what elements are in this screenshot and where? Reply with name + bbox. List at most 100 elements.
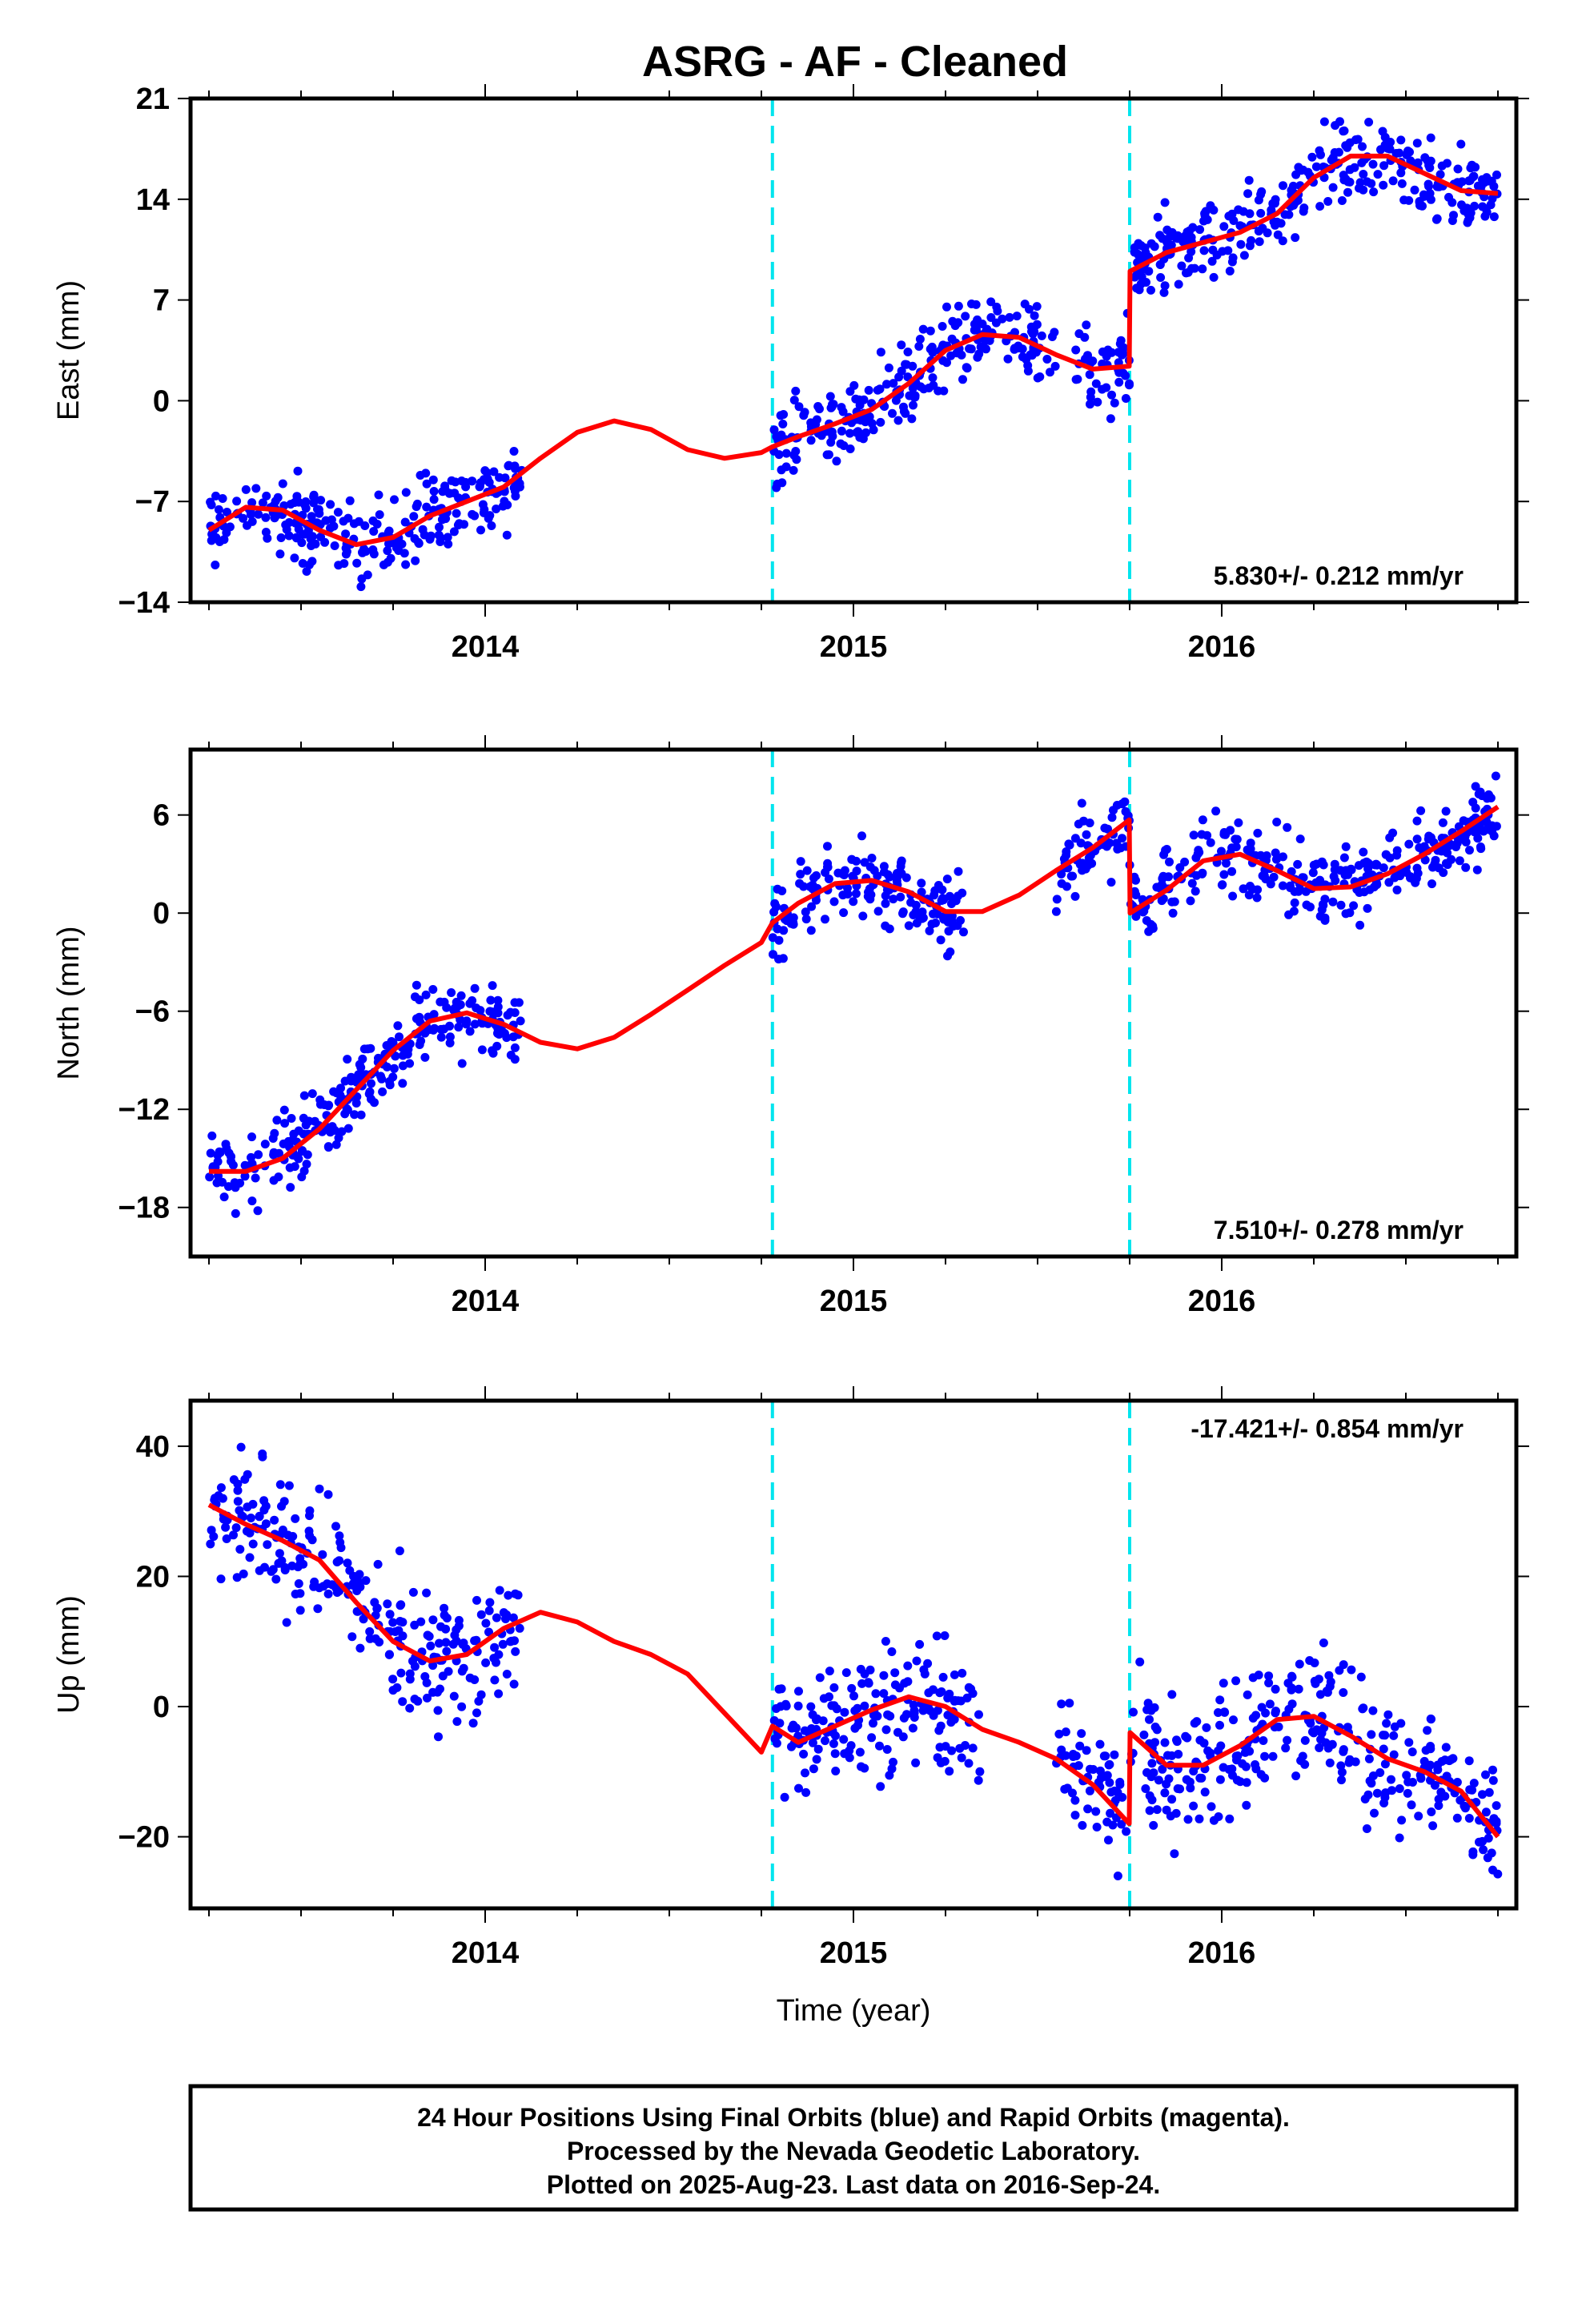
data-point	[1234, 818, 1243, 827]
data-point	[365, 1626, 375, 1636]
data-point	[1200, 209, 1210, 219]
data-point	[1217, 846, 1226, 856]
plot-area	[206, 1401, 1503, 1908]
data-point	[825, 392, 835, 401]
data-point	[1476, 844, 1486, 854]
data-point	[333, 508, 343, 517]
data-point	[1481, 1807, 1491, 1817]
data-point	[1300, 1759, 1310, 1769]
data-point	[481, 1618, 491, 1628]
data-point	[435, 522, 444, 532]
data-point	[396, 1600, 406, 1610]
data-point	[1444, 192, 1453, 202]
data-point	[339, 559, 349, 569]
data-point	[1227, 866, 1237, 876]
data-point	[410, 1695, 420, 1704]
data-point	[1106, 878, 1116, 887]
data-point	[436, 533, 445, 543]
data-point	[941, 1742, 950, 1751]
data-point	[1395, 871, 1405, 881]
data-point	[428, 985, 438, 994]
data-point	[943, 917, 953, 927]
data-point	[206, 1539, 215, 1549]
data-point	[794, 1687, 803, 1696]
data-point	[1057, 879, 1066, 888]
data-point	[914, 911, 924, 921]
data-point	[1166, 240, 1176, 250]
data-point	[398, 1079, 408, 1088]
data-point	[1305, 1656, 1315, 1665]
data-point	[847, 1683, 857, 1693]
data-point	[847, 854, 857, 864]
data-point	[1415, 198, 1424, 207]
data-point	[1317, 857, 1327, 866]
data-point	[1109, 806, 1118, 815]
data-point	[1234, 205, 1243, 215]
data-point	[1074, 329, 1084, 339]
data-point	[1135, 1657, 1145, 1667]
data-point	[885, 1771, 894, 1780]
data-point	[1225, 1814, 1235, 1823]
data-point	[1382, 1719, 1391, 1728]
data-point	[396, 1617, 405, 1626]
data-point	[975, 1767, 985, 1776]
data-point	[356, 1063, 366, 1072]
data-point	[229, 1530, 238, 1540]
data-point	[1061, 1727, 1070, 1737]
data-point	[940, 1631, 950, 1640]
data-point	[887, 1647, 897, 1656]
data-point	[1224, 1765, 1234, 1774]
data-point	[851, 394, 861, 404]
data-point	[375, 510, 384, 520]
data-point	[355, 1643, 365, 1653]
data-point	[440, 1603, 449, 1613]
footer-line-2: Processed by the Nevada Geodetic Laborat…	[567, 2137, 1140, 2165]
data-point	[929, 380, 938, 390]
data-point	[1416, 1774, 1426, 1783]
data-point	[982, 344, 990, 354]
data-point	[1397, 179, 1407, 188]
data-point	[1372, 860, 1382, 870]
data-point	[1278, 236, 1287, 246]
data-point	[823, 858, 833, 868]
data-point	[1336, 900, 1346, 910]
data-point	[909, 400, 917, 410]
data-point	[1482, 825, 1492, 834]
data-point	[1153, 212, 1162, 222]
y-axis-label: North (mm)	[52, 926, 86, 1080]
data-point	[245, 1553, 255, 1562]
data-point	[1224, 211, 1234, 221]
plot-area	[205, 750, 1501, 1256]
data-point	[889, 1757, 897, 1767]
data-point	[1166, 231, 1174, 241]
data-point	[472, 1003, 481, 1013]
data-point	[1255, 237, 1264, 247]
data-point	[1131, 875, 1140, 885]
data-point	[799, 1749, 809, 1759]
data-point	[468, 476, 477, 486]
data-point	[1184, 253, 1194, 263]
data-point	[1242, 1778, 1251, 1787]
data-point	[1032, 302, 1042, 312]
data-point	[1369, 187, 1379, 197]
data-point	[415, 1012, 424, 1022]
data-point	[401, 560, 411, 569]
data-point	[1295, 834, 1305, 844]
data-point	[206, 1148, 215, 1158]
data-point	[245, 1528, 255, 1538]
data-point	[1089, 1765, 1098, 1774]
data-point	[1289, 907, 1299, 916]
data-point	[1047, 332, 1057, 341]
chart-title: ASRG - AF - Cleaned	[642, 38, 1068, 86]
data-point	[796, 870, 805, 879]
data-point	[438, 487, 448, 497]
data-point	[1102, 383, 1111, 392]
data-point	[889, 379, 898, 388]
data-point	[1492, 822, 1501, 831]
data-point	[1381, 850, 1391, 859]
footer-line-3: Plotted on 2025-Aug-23. Last data on 201…	[547, 2170, 1160, 2199]
data-point	[839, 441, 849, 450]
data-point	[397, 539, 407, 549]
data-point	[1295, 1659, 1304, 1669]
data-point	[1387, 1786, 1396, 1795]
